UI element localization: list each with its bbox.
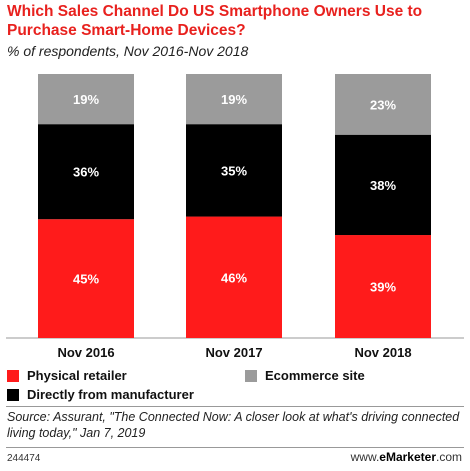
brand-name: eMarketer [379, 450, 436, 464]
bar-nov-2017-ecommerce-site [186, 74, 282, 125]
data-label-nov-2017-physical-retailer: 46% [221, 270, 247, 285]
bar-nov-2018-physical-retailer [335, 235, 431, 338]
bar-nov-2018-directly-from-manufacturer [335, 134, 431, 236]
divider-bottom [6, 447, 464, 448]
x-tick-label-nov-2018: Nov 2018 [354, 345, 411, 360]
data-label-nov-2016-physical-retailer: 45% [73, 272, 99, 287]
data-label-nov-2018-physical-retailer: 39% [370, 280, 396, 295]
bar-nov-2018-ecommerce-site [335, 74, 431, 135]
legend-swatch-ecommerce-site [245, 369, 257, 382]
legend-item-directly-from-manufacturer: Directly from manufacturer [7, 387, 194, 402]
legend-label-physical-retailer: Physical retailer [27, 368, 127, 383]
bar-nov-2016-physical-retailer [38, 219, 134, 338]
data-label-nov-2018-directly-from-manufacturer: 38% [370, 178, 396, 193]
chart-title: Which Sales Channel Do US Smartphone Own… [7, 3, 423, 39]
legend-label-ecommerce-site: Ecommerce site [265, 368, 365, 383]
legend-swatch-physical-retailer [7, 369, 19, 382]
chart-id: 244474 [7, 453, 41, 464]
legend-label-directly-from-manufacturer: Directly from manufacturer [27, 387, 194, 402]
bar-nov-2016-ecommerce-site [38, 74, 134, 125]
data-label-nov-2017-directly-from-manufacturer: 35% [221, 163, 247, 178]
brand-suffix: .com [435, 450, 462, 464]
chart-subtitle: % of respondents, Nov 2016-Nov 2018 [7, 43, 249, 59]
bar-nov-2017-physical-retailer [186, 216, 282, 338]
data-label-nov-2016-ecommerce-site: 19% [73, 92, 99, 107]
x-tick-label-nov-2017: Nov 2017 [205, 345, 262, 360]
data-label-nov-2018-ecommerce-site: 23% [370, 97, 396, 112]
data-label-nov-2017-ecommerce-site: 19% [221, 92, 247, 107]
brand-logo[interactable]: www.eMarketer.com [351, 450, 462, 464]
bar-nov-2016-directly-from-manufacturer [38, 124, 134, 220]
x-tick-label-nov-2016: Nov 2016 [57, 345, 114, 360]
divider-top [6, 406, 464, 407]
legend-item-ecommerce-site: Ecommerce site [245, 368, 365, 383]
bar-nov-2017-directly-from-manufacturer [186, 124, 282, 217]
data-label-nov-2016-directly-from-manufacturer: 36% [73, 165, 99, 180]
source-note: Source: Assurant, "The Connected Now: A … [7, 410, 460, 440]
legend-swatch-directly-from-manufacturer [7, 388, 19, 401]
brand-prefix: www. [350, 450, 380, 464]
legend-item-physical-retailer: Physical retailer [7, 368, 127, 383]
